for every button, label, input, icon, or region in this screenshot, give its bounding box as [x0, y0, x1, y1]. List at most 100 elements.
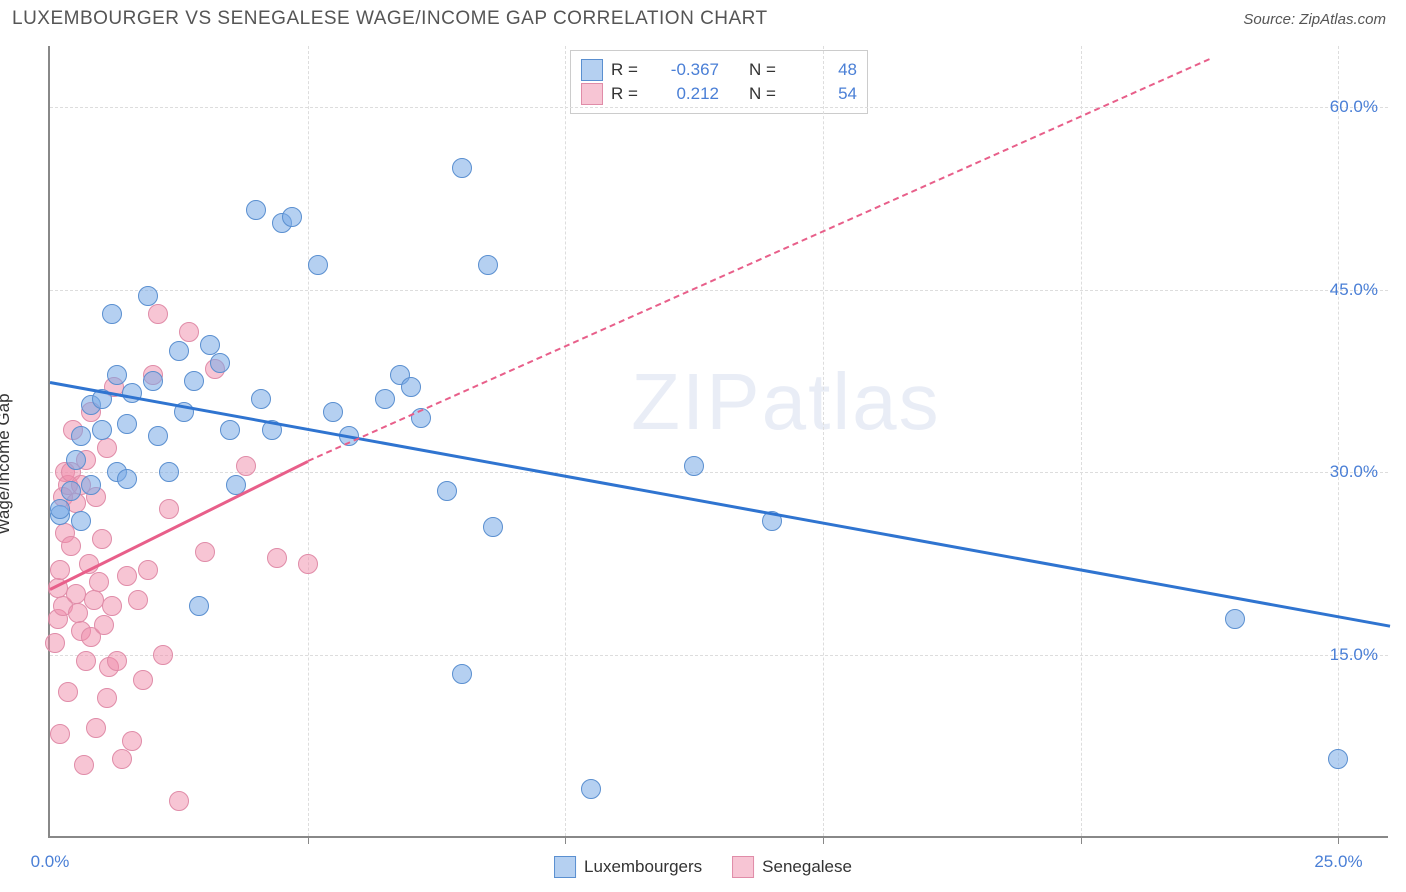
- scatter-point-senegalese: [236, 456, 256, 476]
- scatter-point-luxembourger: [210, 353, 230, 373]
- x-tick-label: 25.0%: [1314, 852, 1362, 872]
- scatter-point-luxembourger: [200, 335, 220, 355]
- scatter-point-luxembourger: [581, 779, 601, 799]
- scatter-point-senegalese: [133, 670, 153, 690]
- legend-swatch: [554, 856, 576, 878]
- source-link[interactable]: ZipAtlas.com: [1299, 11, 1386, 28]
- scatter-point-luxembourger: [375, 389, 395, 409]
- scatter-point-senegalese: [112, 749, 132, 769]
- scatter-point-senegalese: [148, 304, 168, 324]
- scatter-point-luxembourger: [159, 462, 179, 482]
- scatter-point-luxembourger: [61, 481, 81, 501]
- scatter-point-luxembourger: [117, 469, 137, 489]
- scatter-point-luxembourger: [483, 517, 503, 537]
- stats-legend-row: R =-0.367N =48: [581, 59, 857, 81]
- scatter-point-luxembourger: [66, 450, 86, 470]
- scatter-point-senegalese: [97, 438, 117, 458]
- scatter-point-senegalese: [45, 633, 65, 653]
- scatter-point-senegalese: [61, 536, 81, 556]
- gridline-vertical: [823, 46, 824, 836]
- scatter-point-senegalese: [153, 645, 173, 665]
- stats-r-label: R =: [611, 84, 647, 104]
- scatter-point-luxembourger: [92, 420, 112, 440]
- scatter-point-luxembourger: [169, 341, 189, 361]
- scatter-point-luxembourger: [308, 255, 328, 275]
- x-tick-mark: [308, 836, 309, 844]
- stats-r-value: -0.367: [655, 60, 719, 80]
- scatter-point-luxembourger: [323, 402, 343, 422]
- watermark-thin: atlas: [762, 357, 941, 446]
- y-axis-label: Wage/Income Gap: [0, 393, 14, 534]
- scatter-point-luxembourger: [143, 371, 163, 391]
- scatter-point-senegalese: [86, 718, 106, 738]
- y-tick-label: 30.0%: [1330, 462, 1378, 482]
- scatter-point-senegalese: [76, 651, 96, 671]
- source-attribution: Source: ZipAtlas.com: [1243, 11, 1386, 28]
- stats-n-value: 54: [793, 84, 857, 104]
- scatter-point-luxembourger: [50, 499, 70, 519]
- scatter-point-luxembourger: [437, 481, 457, 501]
- scatter-point-luxembourger: [189, 596, 209, 616]
- scatter-point-luxembourger: [71, 426, 91, 446]
- scatter-point-senegalese: [97, 688, 117, 708]
- plot-region: ZIPatlas R =-0.367N =48R =0.212N =54 15.…: [48, 46, 1388, 838]
- legend-swatch: [732, 856, 754, 878]
- x-tick-mark: [1081, 836, 1082, 844]
- watermark-bold: ZIP: [631, 357, 761, 446]
- scatter-point-senegalese: [102, 596, 122, 616]
- legend-item: Luxembourgers: [554, 856, 702, 878]
- scatter-point-senegalese: [138, 560, 158, 580]
- scatter-point-senegalese: [122, 731, 142, 751]
- stats-r-label: R =: [611, 60, 647, 80]
- legend-item: Senegalese: [732, 856, 852, 878]
- stats-legend-row: R =0.212N =54: [581, 83, 857, 105]
- scatter-point-senegalese: [298, 554, 318, 574]
- gridline-horizontal: [50, 107, 1388, 108]
- scatter-point-senegalese: [89, 572, 109, 592]
- scatter-point-luxembourger: [401, 377, 421, 397]
- x-tick-label: 0.0%: [31, 852, 70, 872]
- legend-swatch: [581, 83, 603, 105]
- gridline-vertical: [308, 46, 309, 836]
- trend-line-luxembourger: [50, 381, 1391, 628]
- scatter-point-luxembourger: [282, 207, 302, 227]
- scatter-point-luxembourger: [220, 420, 240, 440]
- source-prefix: Source:: [1243, 11, 1299, 28]
- scatter-point-senegalese: [50, 724, 70, 744]
- scatter-point-luxembourger: [251, 389, 271, 409]
- watermark: ZIPatlas: [631, 356, 940, 448]
- scatter-point-luxembourger: [71, 511, 91, 531]
- chart-area: Wage/Income Gap ZIPatlas R =-0.367N =48R…: [10, 46, 1396, 882]
- y-tick-label: 60.0%: [1330, 97, 1378, 117]
- scatter-point-luxembourger: [478, 255, 498, 275]
- scatter-point-luxembourger: [1225, 609, 1245, 629]
- scatter-point-luxembourger: [246, 200, 266, 220]
- stats-n-label: N =: [749, 84, 785, 104]
- scatter-point-senegalese: [84, 590, 104, 610]
- scatter-point-luxembourger: [107, 365, 127, 385]
- series-legend: Luxembourgers Senegalese: [554, 856, 852, 878]
- scatter-point-luxembourger: [138, 286, 158, 306]
- scatter-point-luxembourger: [117, 414, 137, 434]
- scatter-point-luxembourger: [184, 371, 204, 391]
- scatter-point-senegalese: [159, 499, 179, 519]
- scatter-point-luxembourger: [684, 456, 704, 476]
- legend-swatch: [581, 59, 603, 81]
- x-tick-mark: [565, 836, 566, 844]
- gridline-vertical: [1081, 46, 1082, 836]
- scatter-point-senegalese: [267, 548, 287, 568]
- scatter-point-senegalese: [74, 755, 94, 775]
- scatter-point-luxembourger: [452, 664, 472, 684]
- scatter-point-luxembourger: [452, 158, 472, 178]
- scatter-point-senegalese: [195, 542, 215, 562]
- scatter-point-senegalese: [66, 584, 86, 604]
- scatter-point-senegalese: [117, 566, 137, 586]
- scatter-point-senegalese: [58, 682, 78, 702]
- scatter-point-luxembourger: [148, 426, 168, 446]
- stats-n-value: 48: [793, 60, 857, 80]
- gridline-horizontal: [50, 655, 1388, 656]
- legend-label: Senegalese: [762, 857, 852, 877]
- scatter-point-luxembourger: [102, 304, 122, 324]
- gridline-horizontal: [50, 290, 1388, 291]
- scatter-point-senegalese: [50, 560, 70, 580]
